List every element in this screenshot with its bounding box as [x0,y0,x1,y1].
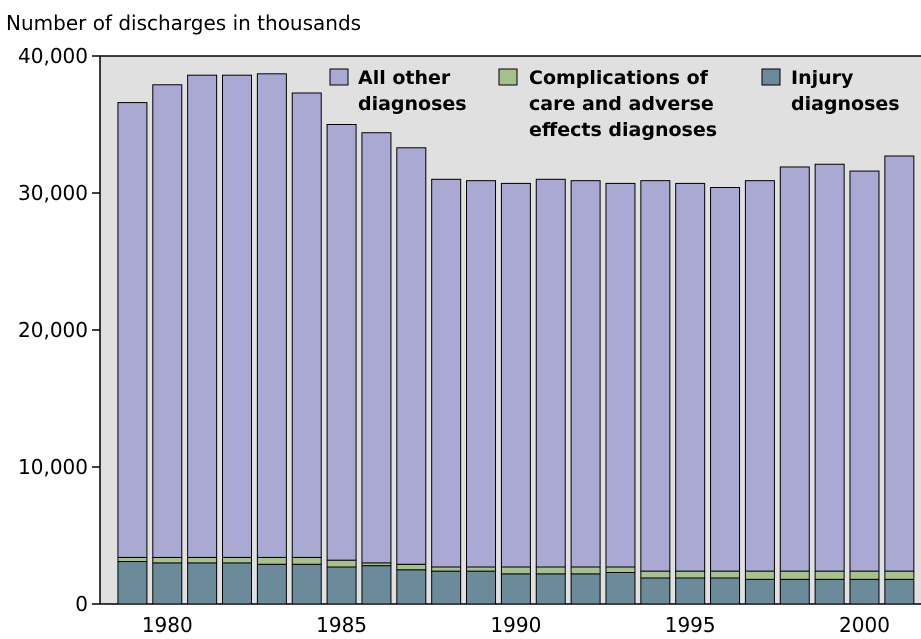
bar-segment [117,556,148,563]
bar-segment [710,570,741,579]
y-axis-label: Number of discharges in thousands [6,11,361,35]
bar-segment [431,566,462,572]
bar-segment [884,570,915,580]
y-tick-label: 40,000 [18,44,88,68]
bar-segment [849,170,880,572]
legend-swatch [329,68,349,86]
bar-segment [640,570,671,579]
bar-segment [814,578,845,605]
bar-segment [849,570,880,580]
bar-segment [152,84,183,558]
bar-segment [117,102,148,558]
legend-label: Complications of care and adverse effect… [529,67,718,141]
bar-segment [291,92,322,558]
bar-segment [605,182,636,568]
bar-segment [187,556,218,564]
bar-segment [605,571,636,605]
bar-segment [222,74,253,558]
bar-segment [466,570,497,605]
bar-segment [500,573,531,605]
bar-segment [884,155,915,572]
bar-segment [326,566,357,605]
x-tick-label: 1980 [142,613,193,637]
bar-segment [396,569,427,605]
bar-segment [570,573,601,605]
bar-segment [256,73,287,558]
bar-segment [814,570,845,580]
bar-segment [710,577,741,605]
bar-segment [500,566,531,575]
bar-segment [187,74,218,558]
bar-segment [361,565,392,605]
bar-segment [431,570,462,605]
x-tick-label: 1990 [490,613,541,637]
bar-segment [605,566,636,573]
bar-segment [849,578,880,605]
bar-segment [779,166,810,572]
x-tick-label: 1995 [665,613,716,637]
bar-segment [535,566,566,575]
bar-segment [640,180,671,572]
bar-segment [466,566,497,572]
bar-segment [431,178,462,568]
bar-segment [326,124,357,561]
bar-segment [222,562,253,605]
bar-segment [535,573,566,605]
bar-segment [152,556,183,564]
bar-segment [466,180,497,568]
bar-segment [570,180,601,568]
legend-swatch [498,68,518,86]
legend-label: All other diagnoses [358,67,467,115]
x-tick-label: 2000 [839,613,890,637]
bar-segment [222,556,253,564]
bar-segment [535,178,566,568]
y-tick-label: 20,000 [18,318,88,342]
bar-segment [675,570,706,579]
bar-segment [710,187,741,572]
bar-segment [291,563,322,605]
bar-segment [884,578,915,605]
bar-segment [500,182,531,568]
legend-label: Injury diagnoses [791,67,900,115]
legend-swatch [761,68,781,86]
bar-segment [326,559,357,568]
bar-segment [361,132,392,564]
bar-segment [779,570,810,580]
bar-segment [640,577,671,605]
bar-segment [675,577,706,605]
bar-segment [744,180,775,572]
bar-segment [675,182,706,572]
bar-segment [256,556,287,565]
y-tick-label: 10,000 [18,455,88,479]
bar-segment [744,570,775,580]
bar-segment [396,147,427,565]
bar-segment [814,163,845,572]
bar-segment [779,578,810,605]
bar-segment [396,563,427,571]
bar-segment [117,561,148,605]
bar-segment [744,578,775,605]
y-tick-label: 0 [75,592,88,616]
x-tick-label: 1985 [316,613,367,637]
bar-segment [291,556,322,565]
bar-segment [570,566,601,575]
y-tick-label: 30,000 [18,181,88,205]
bar-segment [187,562,218,605]
bar-segment [256,563,287,605]
bar-segment [152,562,183,605]
